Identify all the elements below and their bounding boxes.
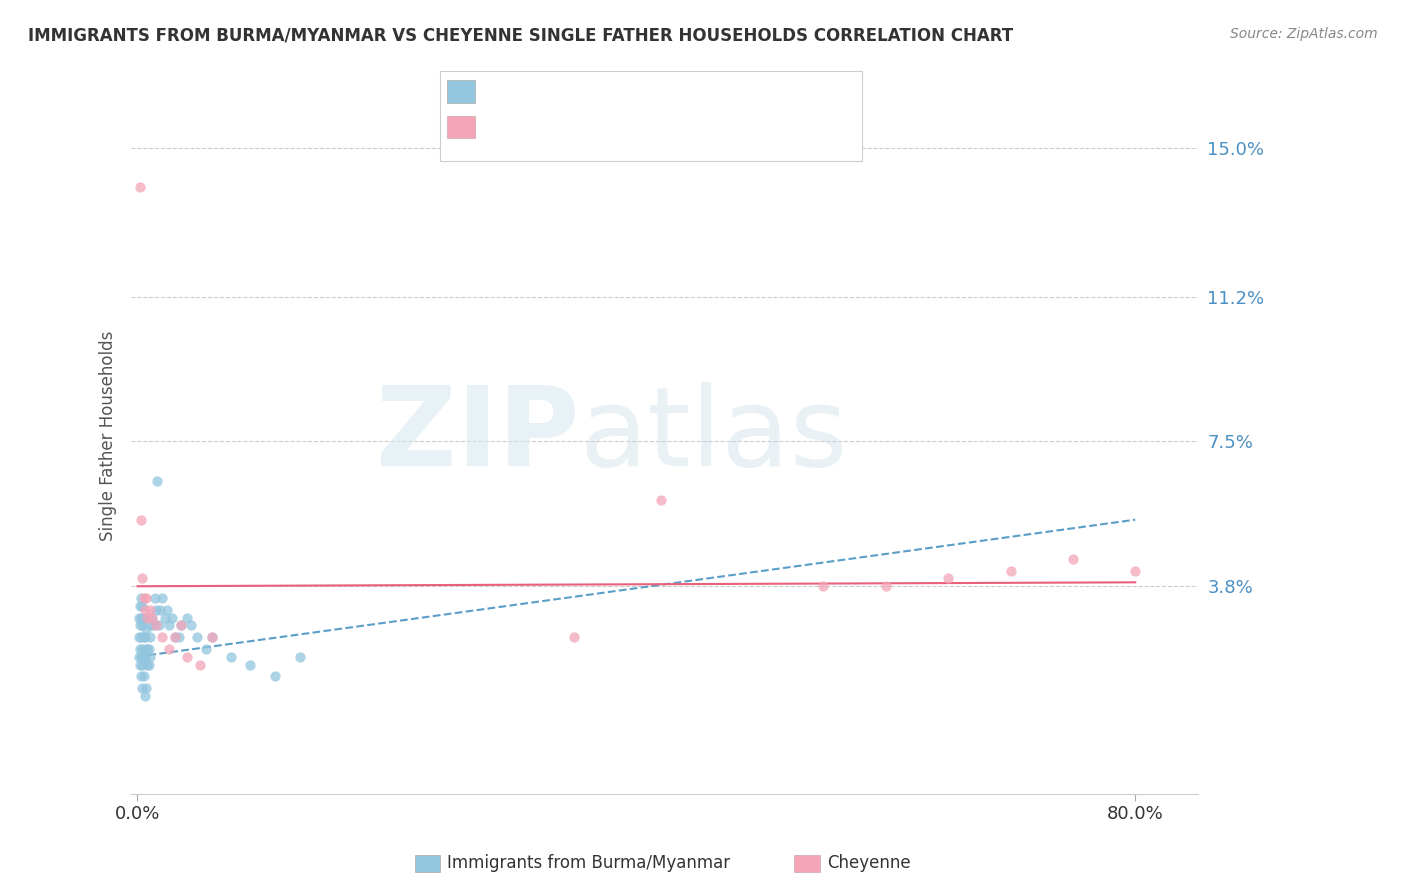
Point (149, 603, 172, 617)
Point (176, 610, 198, 624)
Point (152, 630, 174, 644)
Point (180, 618, 202, 632)
Point (131, 618, 153, 632)
Point (146, 474, 169, 488)
Point (141, 610, 163, 624)
Point (129, 649, 152, 664)
Point (141, 618, 163, 632)
Point (153, 610, 176, 624)
Point (201, 630, 224, 644)
Text: R = 0.008   N = 25: R = 0.008 N = 25 (482, 122, 652, 140)
Point (141, 610, 163, 624)
Point (186, 630, 208, 644)
Point (263, 669, 285, 683)
Point (129, 591, 152, 605)
Point (131, 681, 153, 695)
Point (145, 603, 167, 617)
Point (134, 630, 156, 644)
Point (128, 630, 150, 644)
Point (148, 618, 170, 632)
Text: Cheyenne: Cheyenne (827, 855, 910, 872)
Point (135, 641, 157, 656)
Point (132, 630, 155, 644)
Text: ZIP: ZIP (375, 382, 579, 489)
Point (129, 641, 152, 656)
Text: atlas: atlas (579, 382, 848, 489)
Point (143, 591, 166, 605)
Point (131, 641, 153, 656)
Point (129, 599, 152, 613)
Point (128, 649, 150, 664)
Point (163, 630, 186, 644)
Point (129, 180, 152, 194)
Point (136, 657, 159, 672)
Point (936, 571, 959, 585)
Point (131, 657, 153, 672)
Point (138, 641, 160, 656)
Point (176, 649, 198, 664)
Point (170, 618, 193, 632)
Point (131, 599, 153, 613)
Point (135, 591, 157, 605)
Point (134, 649, 156, 664)
Point (163, 630, 186, 644)
Point (195, 641, 218, 656)
Point (134, 603, 156, 617)
Point (1062, 552, 1084, 566)
Point (875, 579, 897, 593)
Point (188, 657, 211, 672)
Text: IMMIGRANTS FROM BURMA/MYANMAR VS CHEYENNE SINGLE FATHER HOUSEHOLDS CORRELATION C: IMMIGRANTS FROM BURMA/MYANMAR VS CHEYENN… (28, 27, 1014, 45)
Point (142, 618, 165, 632)
Text: R = 0.204   N = 59: R = 0.204 N = 59 (482, 87, 652, 104)
Point (145, 618, 167, 632)
Point (129, 630, 152, 644)
Point (170, 618, 193, 632)
Point (162, 610, 184, 624)
Point (132, 669, 155, 683)
Point (132, 649, 155, 664)
Point (128, 610, 150, 624)
Point (650, 493, 672, 508)
Point (813, 579, 835, 593)
Point (134, 610, 156, 624)
Point (156, 603, 179, 617)
Point (167, 630, 190, 644)
Point (219, 649, 242, 664)
Point (132, 610, 155, 624)
Point (152, 591, 174, 605)
Point (239, 657, 262, 672)
Point (135, 622, 157, 636)
Point (129, 610, 152, 624)
Point (139, 630, 162, 644)
Point (201, 630, 224, 644)
Point (129, 513, 152, 527)
Point (136, 610, 159, 624)
Point (134, 689, 156, 703)
Point (136, 641, 159, 656)
Point (135, 681, 157, 695)
Point (288, 649, 311, 664)
Point (138, 657, 160, 672)
Point (1123, 564, 1146, 578)
Point (132, 591, 155, 605)
Text: Source: ZipAtlas.com: Source: ZipAtlas.com (1230, 27, 1378, 41)
Point (157, 641, 180, 656)
Point (129, 618, 152, 632)
Text: Immigrants from Burma/Myanmar: Immigrants from Burma/Myanmar (447, 855, 730, 872)
Point (129, 669, 152, 683)
Point (1000, 564, 1022, 578)
Y-axis label: Single Father Households: Single Father Households (100, 330, 117, 541)
Point (157, 618, 180, 632)
Point (562, 630, 585, 644)
Point (129, 657, 152, 672)
Point (131, 571, 153, 585)
Point (139, 649, 162, 664)
Point (139, 603, 162, 617)
